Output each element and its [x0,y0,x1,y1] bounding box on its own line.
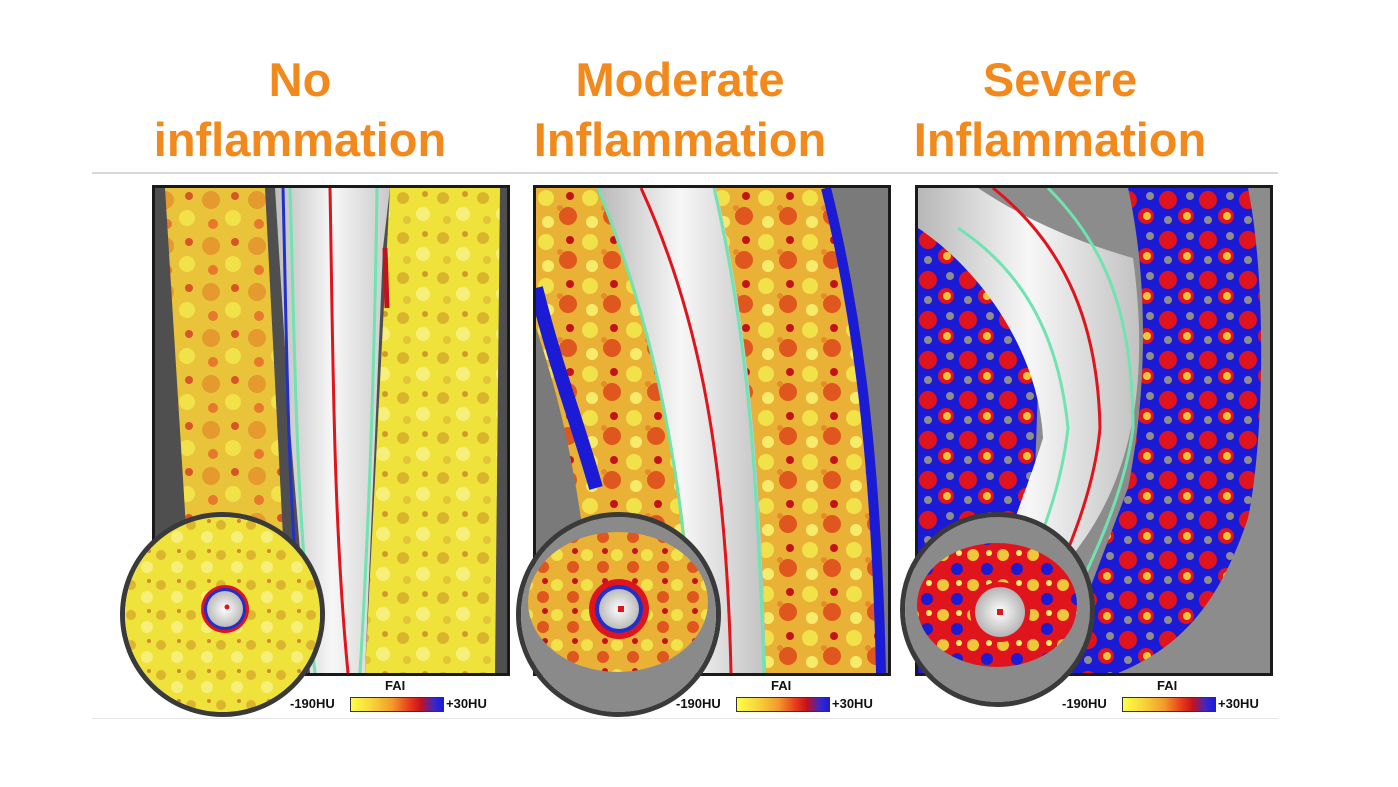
title-line: Moderate [575,53,785,106]
title-line: inflammation [153,113,447,166]
cross-section-inset-moderate-inflammation [516,512,721,717]
cross-section-image [905,517,1090,702]
panel-title-moderate-inflammation: Moderate Inflammation [520,50,840,170]
cross-section-image [521,517,716,712]
fai-color-bar [350,697,444,712]
title-line: No [268,53,332,106]
title-line: Severe [982,53,1138,106]
fai-legend-min: -190HU [676,696,721,711]
title-line: Inflammation [913,113,1207,166]
fai-legend-severe-inflammation: FAI -190HU +30HU [1062,678,1272,714]
cross-section-inset-severe-inflammation [900,512,1095,707]
fai-legend-title: FAI [385,678,406,693]
footer-divider [92,718,1278,719]
cross-section-image [125,517,320,712]
fai-legend-max: +30HU [1218,696,1259,711]
title-line: Inflammation [533,113,827,166]
fai-legend-min: -190HU [290,696,335,711]
fai-legend-no-inflammation: FAI -190HU +30HU [290,678,500,714]
fai-legend-title: FAI [771,678,792,693]
panel-title-no-inflammation: No inflammation [150,50,450,170]
panel-title-severe-inflammation: Severe Inflammation [900,50,1220,170]
fai-color-bar [1122,697,1216,712]
fai-legend-max: +30HU [832,696,873,711]
fai-legend-min: -190HU [1062,696,1107,711]
fai-legend-max: +30HU [446,696,487,711]
fai-legend-title: FAI [1157,678,1178,693]
fai-legend-moderate-inflammation: FAI -190HU +30HU [676,678,886,714]
fai-color-bar [736,697,830,712]
cross-section-inset-no-inflammation [120,512,325,717]
header-divider [92,172,1278,174]
